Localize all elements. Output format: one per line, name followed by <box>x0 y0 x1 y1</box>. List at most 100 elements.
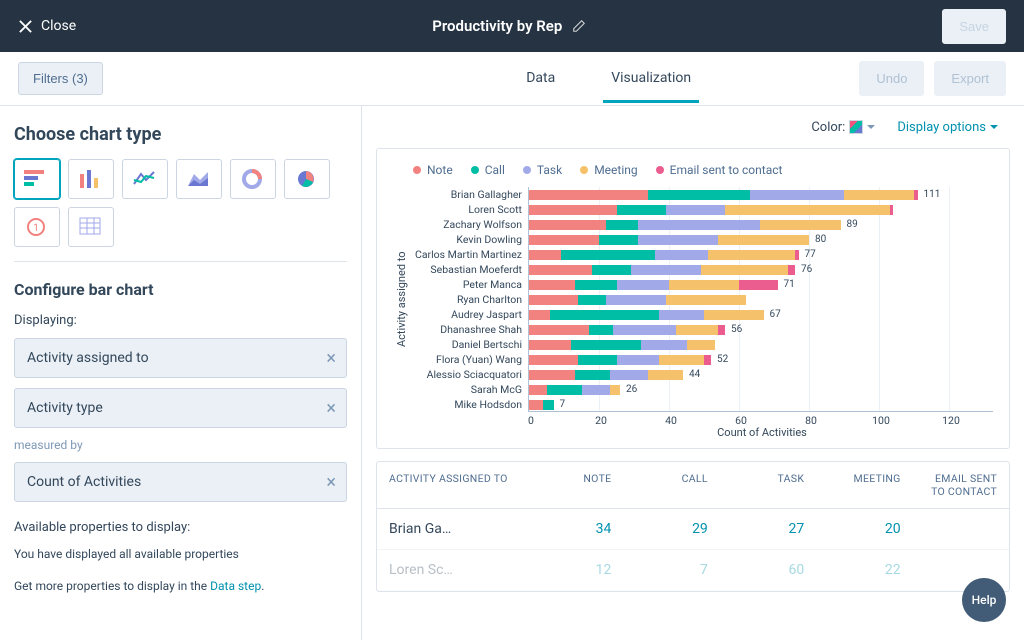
cell-value[interactable]: 27 <box>720 509 816 549</box>
cell-value[interactable]: 34 <box>527 509 623 549</box>
y-label: Sebastian Moeferdt <box>408 262 528 277</box>
pill-measure[interactable]: Count of Activities × <box>14 462 347 502</box>
remove-icon[interactable]: × <box>326 348 336 369</box>
table-body: Brian Ga…34292720Loren Sc…1276022 <box>377 509 1009 591</box>
x-tick: 120 <box>942 414 960 427</box>
filters-button[interactable]: Filters (3) <box>18 62 103 95</box>
table-column-header[interactable]: TASK <box>720 462 816 508</box>
color-picker[interactable]: Color: <box>811 120 875 135</box>
bar-segment <box>704 310 764 320</box>
table-row: Loren Sc…1276022 <box>377 550 1009 591</box>
export-button[interactable]: Export <box>934 61 1006 96</box>
bar-segment <box>529 385 547 395</box>
bar-segment <box>529 325 589 335</box>
y-axis-title: Activity assigned to <box>393 187 408 412</box>
help-button[interactable]: Help <box>962 578 1006 622</box>
close-button[interactable]: Close <box>18 18 76 34</box>
bar-segment <box>610 385 621 395</box>
main-panel: Color: Display options NoteCallTaskMeeti… <box>362 106 1024 640</box>
bar-total-label: 76 <box>801 264 812 275</box>
pill-dimension-1[interactable]: Activity assigned to× <box>14 338 347 378</box>
more-text-prefix: Get more properties to display in the <box>14 579 210 593</box>
pill-dimension-2[interactable]: Activity type× <box>14 388 347 428</box>
chart-type-column[interactable] <box>68 159 114 199</box>
header-title: Productivity by Rep <box>76 17 942 35</box>
choose-chart-title: Choose chart type <box>14 124 347 145</box>
color-label: Color: <box>811 120 845 135</box>
x-tick: 40 <box>665 414 677 427</box>
edit-icon[interactable] <box>572 19 586 33</box>
table-column-header[interactable]: EMAIL SENT TO CONTACT <box>913 462 1009 508</box>
display-options[interactable]: Display options <box>897 120 998 135</box>
cell-value[interactable]: 12 <box>527 550 623 590</box>
x-tick: 100 <box>872 414 890 427</box>
bar-segment <box>844 190 914 200</box>
table-row: Brian Ga…34292720 <box>377 509 1009 550</box>
bars-area: 111898077767167565244267 <box>528 187 993 412</box>
bar-total-label: 71 <box>784 279 795 290</box>
data-table: ACTIVITY ASSIGNED TONOTECALLTASKMEETINGE… <box>376 461 1010 592</box>
bar-total-label: 7 <box>560 399 566 410</box>
tab-data[interactable]: Data <box>518 54 563 103</box>
cell-value[interactable]: 60 <box>720 550 816 590</box>
caret-down-icon <box>990 125 998 133</box>
bar-segment <box>708 250 796 260</box>
bar-segment <box>617 205 666 215</box>
bar-segment <box>529 190 648 200</box>
bar-row: 56 <box>529 322 993 337</box>
legend-item: Email sent to contact <box>656 163 783 177</box>
x-tick: 0 <box>528 414 534 427</box>
cell-value[interactable] <box>913 509 1009 549</box>
remove-icon[interactable]: × <box>326 472 336 493</box>
bar-segment <box>613 325 676 335</box>
pill-label: Count of Activities <box>27 474 141 490</box>
bar-total-label: 77 <box>805 249 816 260</box>
measured-by-label: measured by <box>14 438 347 452</box>
divider <box>14 261 347 262</box>
chart-type-donut[interactable] <box>230 159 276 199</box>
bar-segment <box>582 385 610 395</box>
cell-value[interactable]: 20 <box>816 509 912 549</box>
close-label: Close <box>41 18 76 34</box>
bar-segment <box>638 220 761 230</box>
display-options-label: Display options <box>897 120 986 135</box>
bar-segment <box>606 220 638 230</box>
chart-type-pie[interactable] <box>284 159 330 199</box>
cell-value[interactable]: 7 <box>623 550 719 590</box>
bar-segment <box>529 400 543 410</box>
bar-segment <box>529 310 550 320</box>
table-column-header[interactable]: CALL <box>623 462 719 508</box>
bar-segment <box>529 235 599 245</box>
y-label: Loren Scott <box>408 202 528 217</box>
y-axis-labels: Brian GallagherLoren ScottZachary Wolfso… <box>408 187 528 412</box>
table-column-header[interactable]: NOTE <box>527 462 623 508</box>
cell-value[interactable]: 29 <box>623 509 719 549</box>
bar-segment <box>599 235 638 245</box>
remove-icon[interactable]: × <box>326 398 336 419</box>
chart-type-line[interactable] <box>122 159 168 199</box>
chart-type-kpi[interactable]: 1 <box>14 207 60 247</box>
bar-row: 44 <box>529 367 993 382</box>
save-button[interactable]: Save <box>942 9 1006 44</box>
chart-type-table[interactable] <box>68 207 114 247</box>
bar-segment <box>617 355 659 365</box>
undo-button[interactable]: Undo <box>859 61 924 96</box>
table-column-header[interactable]: MEETING <box>816 462 912 508</box>
page-title: Productivity by Rep <box>432 17 562 35</box>
bar-row: 52 <box>529 352 993 367</box>
x-axis: Count of Activities 020406080100120 <box>531 412 993 440</box>
bar-segment <box>788 265 795 275</box>
app-header: Close Productivity by Rep Save <box>0 0 1024 52</box>
legend-item: Task <box>523 163 562 177</box>
bar-segment <box>648 370 683 380</box>
tab-visualization[interactable]: Visualization <box>603 54 699 103</box>
chart-type-row: 1 <box>14 159 347 247</box>
chart-type-bar[interactable] <box>14 159 60 199</box>
data-step-link[interactable]: Data step <box>210 579 261 593</box>
bar-segment <box>890 205 894 215</box>
cell-value[interactable]: 22 <box>816 550 912 590</box>
table-column-header[interactable]: ACTIVITY ASSIGNED TO <box>377 462 527 508</box>
legend-item: Call <box>471 163 505 177</box>
y-label: Ryan Charlton <box>408 292 528 307</box>
chart-type-area[interactable] <box>176 159 222 199</box>
